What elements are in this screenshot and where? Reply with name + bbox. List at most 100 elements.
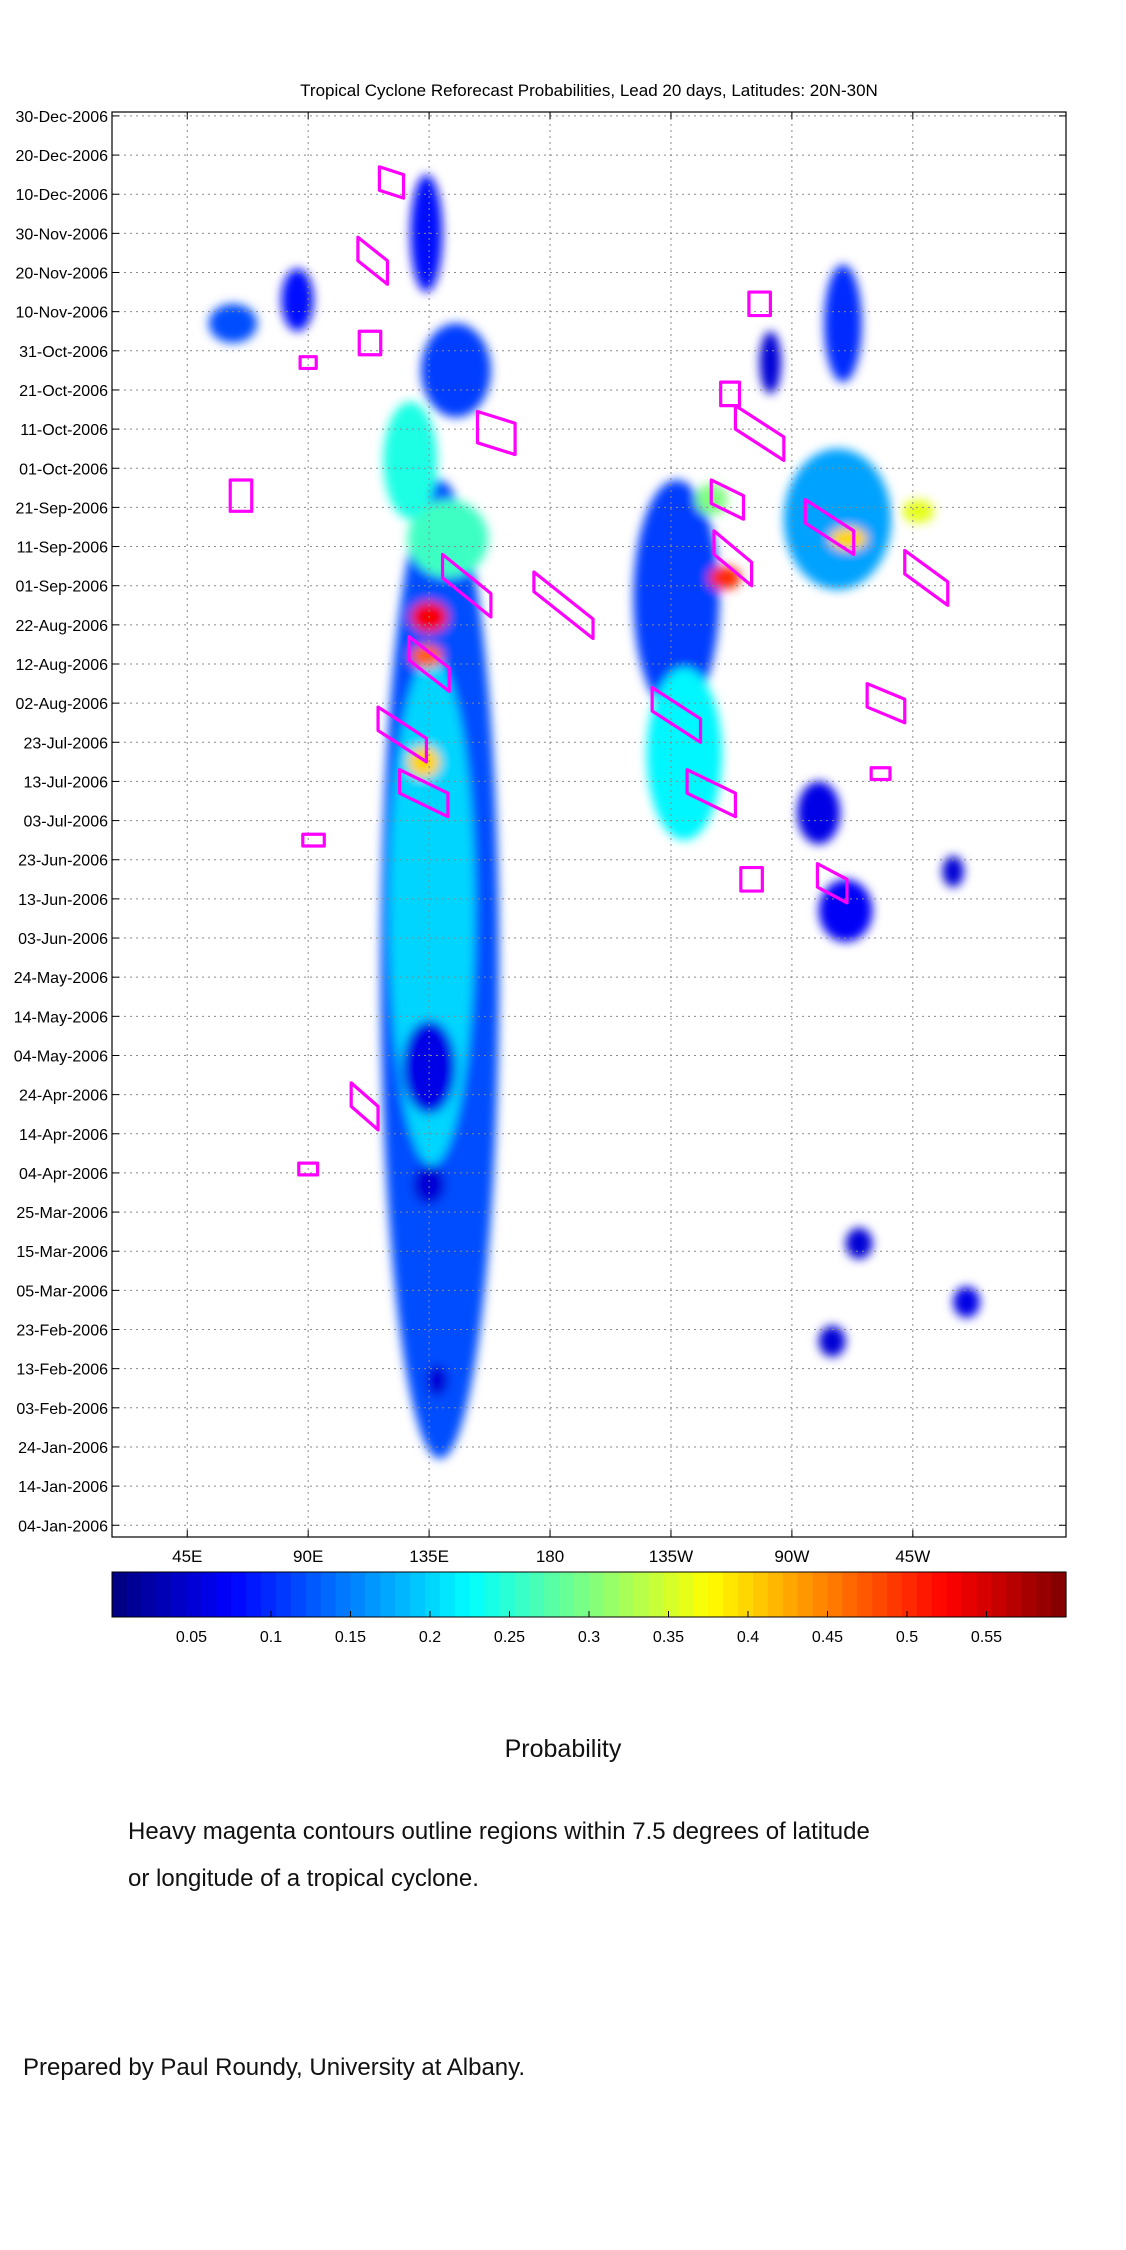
colorbar-swatch	[633, 1572, 650, 1617]
y-tick-label: 21-Sep-2006	[15, 500, 108, 517]
cyclone-contour	[709, 478, 746, 521]
colorbar-swatch	[290, 1572, 307, 1617]
y-tick-label: 31-Oct-2006	[19, 344, 108, 361]
y-tick-label: 23-Jun-2006	[18, 853, 108, 870]
colorbar-tick-label: 0.15	[335, 1629, 366, 1646]
y-tick-label: 10-Nov-2006	[16, 305, 109, 322]
y-tick-label: 10-Dec-2006	[16, 187, 109, 204]
cyclone-contour	[349, 1081, 380, 1132]
y-tick-label: 13-Feb-2006	[16, 1362, 108, 1379]
y-tick-label: 14-May-2006	[14, 1009, 108, 1026]
probability-region	[383, 401, 438, 520]
plot-frame	[111, 111, 1067, 1538]
cyclone-contour	[228, 478, 254, 513]
probability-region	[902, 499, 935, 524]
chart-title: Tropical Cyclone Reforecast Probabilitie…	[300, 81, 878, 100]
x-tick-label: 90W	[774, 1547, 809, 1566]
contour-note-line-1: Heavy magenta contours outline regions w…	[128, 1818, 870, 1845]
y-tick-label: 03-Jun-2006	[18, 931, 108, 948]
credit-line: Prepared by Paul Roundy, University at A…	[23, 2054, 526, 2081]
probability-region	[797, 781, 841, 845]
colorbar-swatch	[201, 1572, 217, 1617]
cyclone-contour	[356, 235, 390, 286]
y-tick-label: 13-Jun-2006	[18, 892, 108, 909]
colorbar-tick-label: 0.25	[494, 1629, 525, 1646]
colorbar-swatch	[246, 1572, 262, 1617]
y-tick-label: 12-Aug-2006	[15, 657, 108, 674]
y-tick-label: 14-Apr-2006	[19, 1127, 108, 1144]
probability-region	[208, 303, 258, 343]
colorbar-swatch	[574, 1572, 590, 1617]
colorbar-tick-label: 0.35	[653, 1629, 684, 1646]
cyclone-contour	[865, 681, 907, 725]
cyclone-contour	[376, 705, 429, 764]
y-tick-label: 30-Dec-2006	[16, 109, 109, 126]
colorbar-swatch	[112, 1572, 128, 1617]
probability-region	[953, 1286, 981, 1318]
colorbar-swatch	[961, 1572, 978, 1617]
cyclone-contour	[301, 832, 326, 848]
probability-field	[208, 174, 981, 1459]
y-tick-label: 23-Jul-2006	[24, 735, 109, 752]
probability-region	[818, 1325, 846, 1357]
y-tick-label: 24-Jan-2006	[18, 1440, 108, 1457]
colorbar-swatch	[589, 1572, 605, 1617]
colorbar-swatch	[946, 1572, 963, 1617]
colorbar-swatch	[812, 1572, 829, 1617]
y-tick-label: 21-Oct-2006	[19, 383, 108, 400]
colorbar-swatch	[976, 1572, 993, 1617]
probability-region	[759, 331, 782, 394]
x-tick-label: 45E	[172, 1547, 202, 1566]
colorbar-swatch	[1006, 1572, 1022, 1617]
probability-region	[412, 1165, 446, 1205]
colorbar-swatch	[499, 1572, 516, 1617]
colorbar-swatch	[410, 1572, 426, 1617]
y-tick-label: 04-May-2006	[14, 1048, 108, 1065]
colorbar-swatch	[335, 1572, 352, 1617]
y-tick-label: 30-Nov-2006	[16, 226, 109, 243]
colorbar-swatch	[782, 1572, 799, 1617]
y-tick-label: 03-Feb-2006	[16, 1401, 108, 1418]
colorbar-swatch	[618, 1572, 635, 1617]
x-tick-label: 135E	[409, 1547, 449, 1566]
cyclone-contour	[733, 404, 786, 463]
colorbar-swatch	[126, 1572, 143, 1617]
probability-region	[646, 667, 723, 841]
cyclone-contour	[440, 552, 493, 619]
colorbar-tick-label: 0.45	[812, 1629, 843, 1646]
y-tick-label: 01-Sep-2006	[15, 579, 108, 596]
colorbar-swatch	[1051, 1572, 1067, 1617]
colorbar-swatch	[365, 1572, 381, 1617]
colorbar-swatch	[544, 1572, 560, 1617]
colorbar-swatch	[767, 1572, 784, 1617]
cyclone-contour	[298, 355, 318, 371]
probability-region	[845, 1227, 873, 1260]
colorbar-swatch	[439, 1572, 456, 1617]
y-tick-label: 24-Apr-2006	[19, 1088, 108, 1105]
colorbar-tick-label: 0.55	[971, 1629, 1002, 1646]
colorbar-swatch	[902, 1572, 918, 1617]
probability-region	[633, 479, 720, 715]
y-tick-label: 24-May-2006	[14, 970, 108, 987]
cyclone-contour	[903, 548, 950, 607]
probability-region	[942, 855, 964, 888]
colorbar: 0.05 0.1 0.15 0.2 0.25 0.3 0.35 0.4 0.45 0.5 0.55	[111, 1571, 1067, 1646]
cyclone-contours	[228, 165, 950, 1177]
colorbar-swatch	[887, 1572, 903, 1617]
cyclone-contour	[297, 1161, 320, 1177]
cyclone-contour	[685, 768, 738, 819]
x-tick-label: 135W	[649, 1547, 693, 1566]
colorbar-swatch	[395, 1572, 411, 1617]
colorbar-swatch	[797, 1572, 814, 1617]
colorbar-swatch	[275, 1572, 292, 1617]
colorbar-swatch	[350, 1572, 367, 1617]
cyclone-contour	[532, 570, 595, 641]
colorbar-swatch	[484, 1572, 501, 1617]
colorbar-swatch	[469, 1572, 486, 1617]
colorbar-label: Probability	[504, 1735, 622, 1763]
probability-region	[421, 323, 491, 418]
cyclone-contour	[869, 766, 892, 782]
colorbar-tick-label: 0.3	[578, 1629, 600, 1646]
contour-note-line-2: or longitude of a tropical cyclone.	[128, 1865, 479, 1892]
y-tick-label: 23-Feb-2006	[16, 1323, 108, 1340]
